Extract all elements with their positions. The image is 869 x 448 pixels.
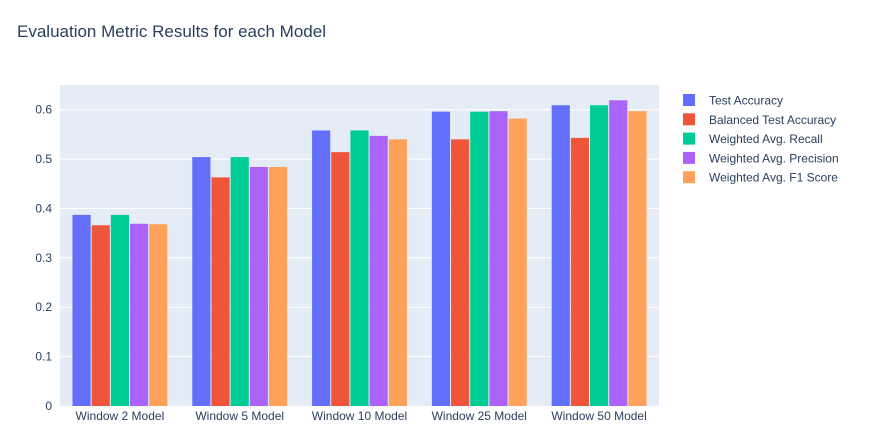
legend-swatch (683, 171, 695, 184)
x-tick-label: Window 5 Model (195, 409, 284, 423)
x-tick-label: Window 25 Model (432, 409, 527, 423)
bar-balanced-test-accuracy-window-25-model[interactable] (451, 139, 470, 407)
legend-label: Weighted Avg. Recall (709, 132, 823, 146)
bar-weighted-avg-recall-window-2-model[interactable] (110, 214, 129, 406)
bar-test-accuracy-window-50-model[interactable] (551, 105, 570, 407)
chart-title: Evaluation Metric Results for each Model (17, 22, 326, 41)
bar-weighted-avg-precision-window-10-model[interactable] (369, 135, 388, 406)
y-tick-label: 0.1 (35, 350, 52, 364)
y-tick-label: 0.3 (35, 251, 52, 265)
legend-item[interactable]: Weighted Avg. F1 Score (683, 171, 838, 185)
legend-swatch (683, 94, 695, 106)
bar-weighted-avg-f1-score-window-10-model[interactable] (388, 139, 407, 407)
bar-balanced-test-accuracy-window-5-model[interactable] (211, 177, 230, 406)
legend-swatch (683, 132, 695, 145)
legend-label: Weighted Avg. F1 Score (709, 171, 838, 185)
legend-label: Weighted Avg. Precision (709, 151, 839, 165)
bar-weighted-avg-f1-score-window-5-model[interactable] (268, 166, 288, 406)
bar-weighted-avg-precision-window-5-model[interactable] (249, 166, 268, 406)
x-axis-ticks: Window 2 Model Window 5 Model Window 10 Mo… (76, 409, 647, 423)
bar-weighted-avg-f1-score-window-50-model[interactable] (628, 111, 647, 407)
bar-weighted-avg-precision-window-50-model[interactable] (609, 100, 628, 406)
x-tick-label: Window 10 Model (312, 409, 407, 423)
bar-weighted-avg-f1-score-window-2-model[interactable] (149, 224, 168, 406)
bar-balanced-test-accuracy-window-2-model[interactable] (91, 225, 110, 406)
bar-weighted-avg-precision-window-2-model[interactable] (129, 223, 149, 406)
bar-weighted-avg-f1-score-window-25-model[interactable] (508, 118, 527, 406)
legend-label: Balanced Test Accuracy (709, 113, 836, 127)
y-tick-label: 0.2 (35, 300, 52, 314)
legend-item[interactable]: Weighted Avg. Precision (683, 151, 839, 165)
bar-test-accuracy-window-10-model[interactable] (312, 130, 331, 407)
bar-weighted-avg-recall-window-5-model[interactable] (230, 157, 249, 406)
legend-swatch (683, 113, 695, 126)
legend-item[interactable]: Balanced Test Accuracy (683, 113, 836, 127)
bar-test-accuracy-window-5-model[interactable] (192, 157, 211, 406)
bars (72, 100, 647, 407)
legend[interactable]: Test Accuracy Balanced Test Accuracy Weigh… (683, 94, 839, 185)
y-tick-label: 0 (45, 399, 52, 413)
x-tick-label: Window 50 Model (551, 409, 646, 423)
legend-swatch (683, 151, 695, 164)
bar-weighted-avg-recall-window-25-model[interactable] (470, 111, 489, 406)
bar-weighted-avg-recall-window-10-model[interactable] (350, 130, 369, 407)
y-tick-label: 0.5 (35, 152, 52, 166)
x-tick-label: Window 2 Model (76, 409, 165, 423)
bar-test-accuracy-window-2-model[interactable] (72, 214, 91, 406)
bar-test-accuracy-window-25-model[interactable] (431, 111, 451, 406)
legend-item[interactable]: Weighted Avg. Recall (683, 132, 823, 146)
bar-weighted-avg-precision-window-25-model[interactable] (489, 111, 508, 407)
y-tick-label: 0.4 (35, 201, 52, 215)
legend-item[interactable]: Test Accuracy (683, 94, 783, 108)
y-axis-ticks: 0 0.1 0.2 0.3 0.4 0.5 0.6 (35, 103, 52, 413)
bar-balanced-test-accuracy-window-10-model[interactable] (331, 152, 350, 406)
y-tick-label: 0.6 (35, 103, 52, 117)
bar-balanced-test-accuracy-window-50-model[interactable] (570, 137, 590, 406)
bar-weighted-avg-recall-window-50-model[interactable] (590, 105, 609, 407)
legend-label: Test Accuracy (709, 94, 783, 108)
